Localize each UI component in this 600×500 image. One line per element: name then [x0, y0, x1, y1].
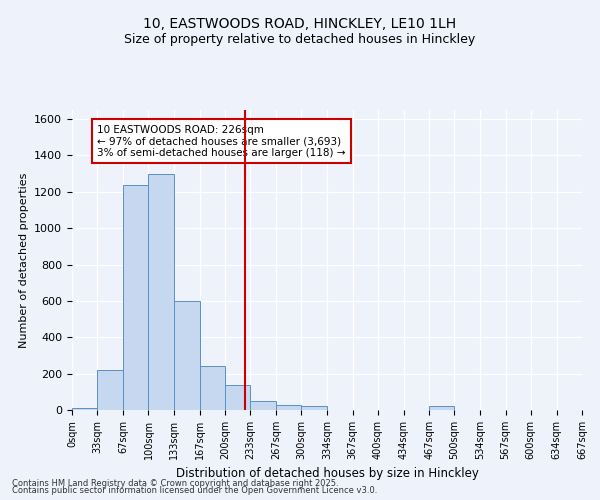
Bar [173, 301, 200, 410]
Text: Size of property relative to detached houses in Hinckley: Size of property relative to detached ho… [124, 32, 476, 46]
Bar [301, 406, 328, 410]
Bar [429, 406, 454, 410]
X-axis label: Distribution of detached houses by size in Hinckley: Distribution of detached houses by size … [176, 468, 478, 480]
Bar [276, 404, 301, 410]
Text: Contains HM Land Registry data © Crown copyright and database right 2025.: Contains HM Land Registry data © Crown c… [12, 478, 338, 488]
Bar [250, 401, 276, 410]
Bar [97, 370, 123, 410]
Bar [148, 174, 173, 410]
Text: 10 EASTWOODS ROAD: 226sqm
← 97% of detached houses are smaller (3,693)
3% of sem: 10 EASTWOODS ROAD: 226sqm ← 97% of detac… [97, 124, 346, 158]
Text: 10, EASTWOODS ROAD, HINCKLEY, LE10 1LH: 10, EASTWOODS ROAD, HINCKLEY, LE10 1LH [143, 18, 457, 32]
Y-axis label: Number of detached properties: Number of detached properties [19, 172, 29, 348]
Bar [123, 184, 148, 410]
Bar [72, 408, 97, 410]
Bar [225, 384, 250, 410]
Text: Contains public sector information licensed under the Open Government Licence v3: Contains public sector information licen… [12, 486, 377, 495]
Bar [200, 366, 225, 410]
